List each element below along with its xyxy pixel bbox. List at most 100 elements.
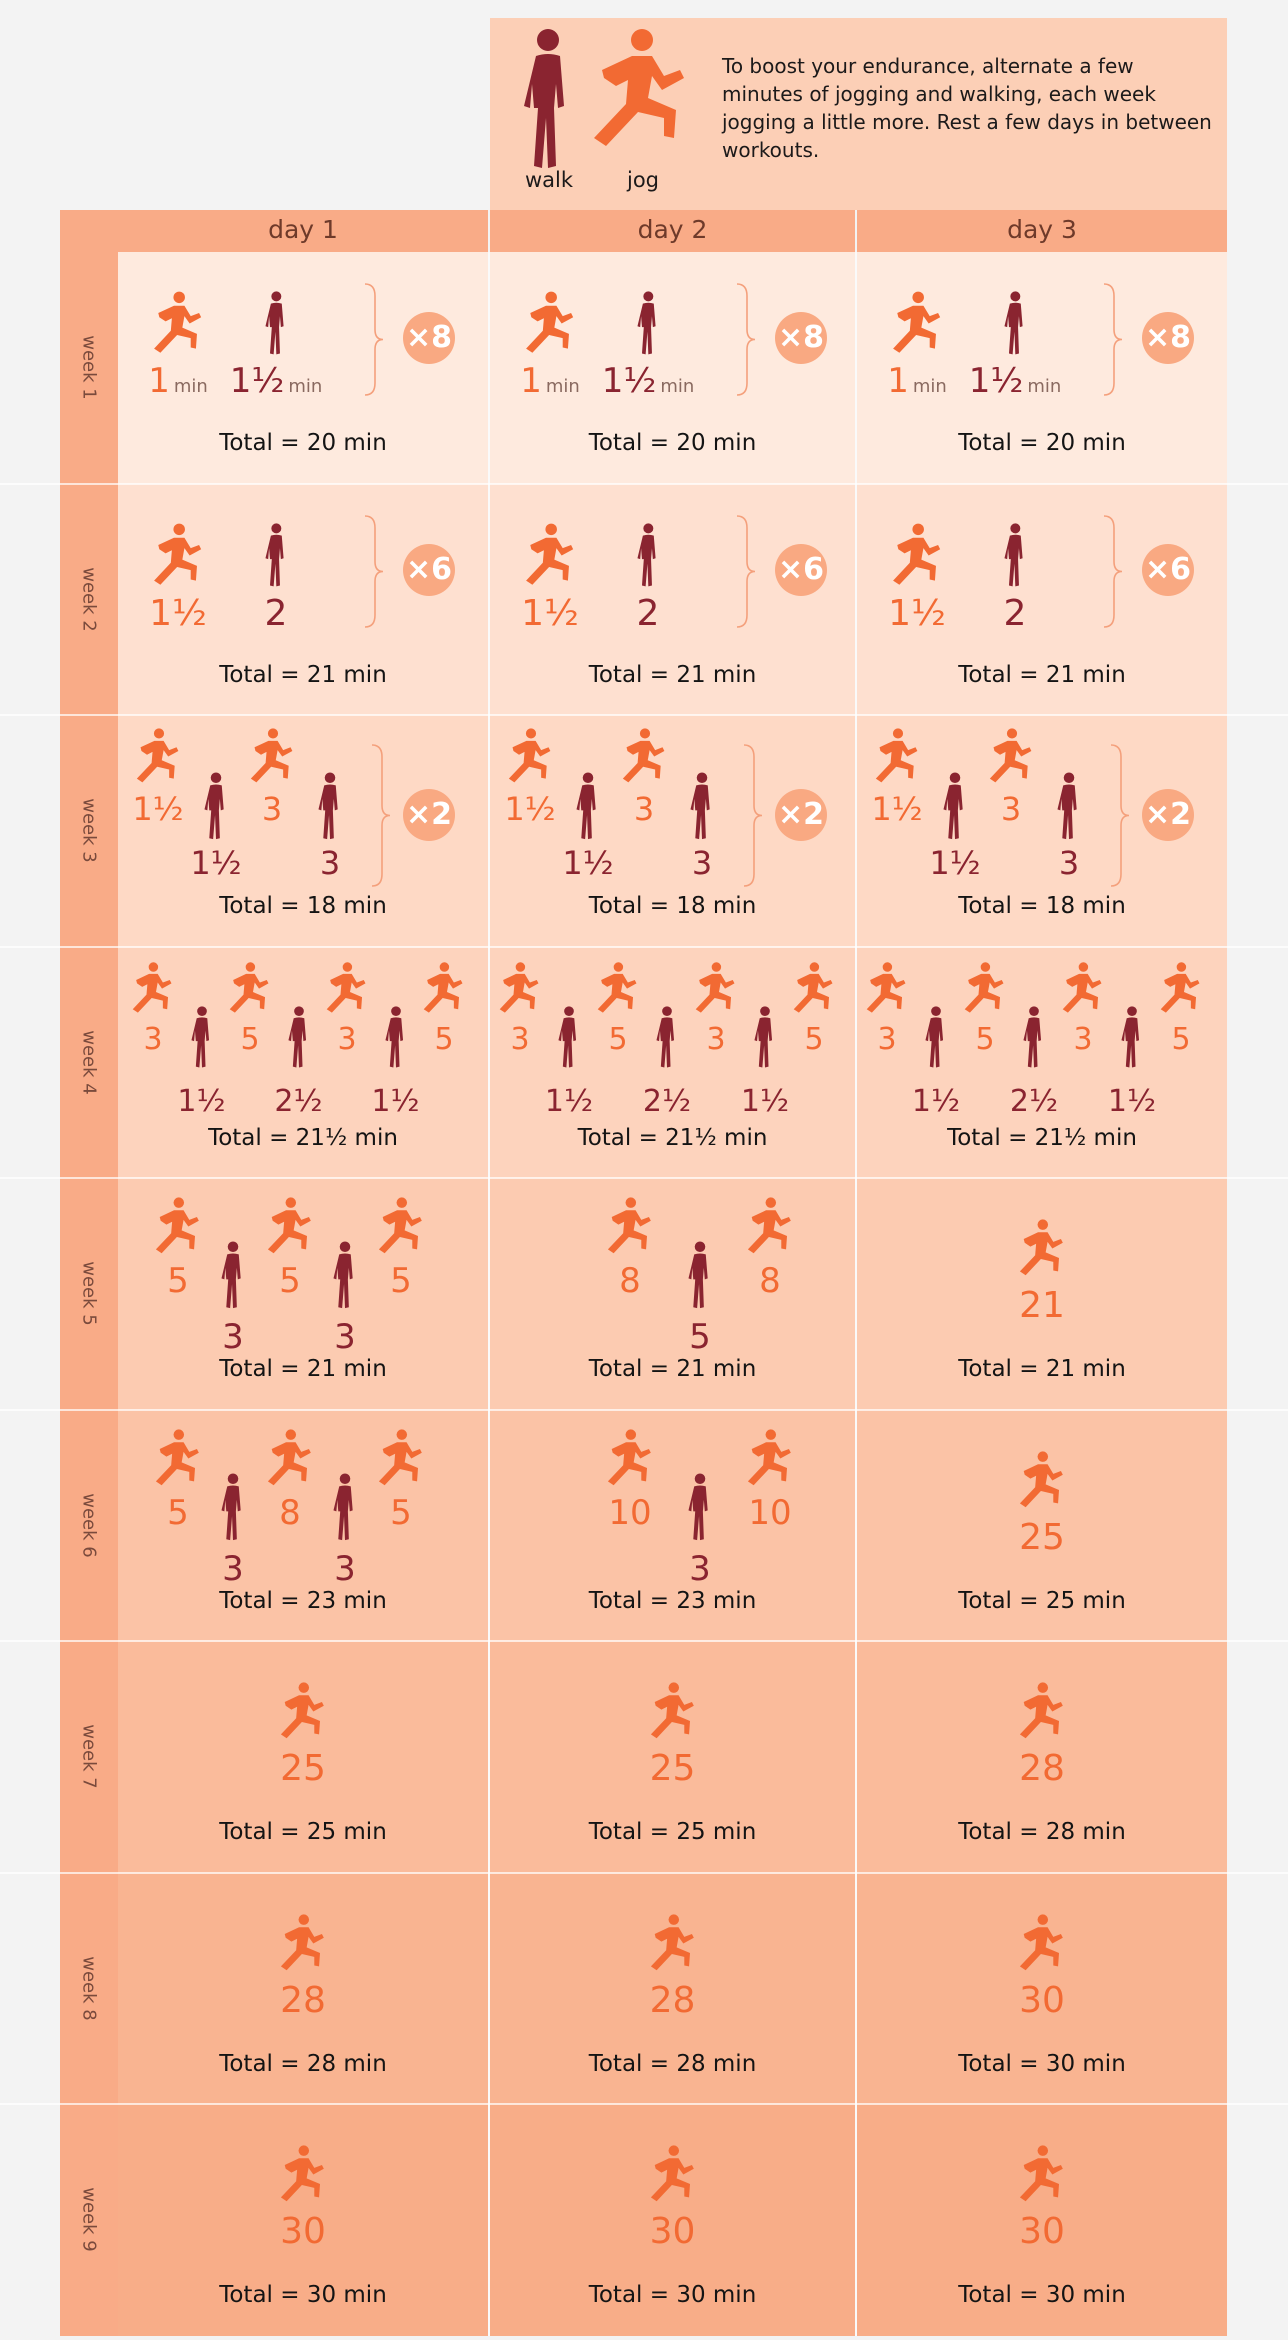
column-divider <box>488 252 490 2336</box>
jog-minutes: 30 <box>280 2211 326 2252</box>
jog-minutes: 25 <box>649 1748 696 1789</box>
week-9-day-2-cell <box>490 2104 855 2336</box>
repeat-badge: ×6 <box>775 543 827 596</box>
jog-figure-icon <box>268 1197 311 1254</box>
jog-figure-icon <box>156 1428 199 1485</box>
week-label-4: week 4 <box>60 947 118 1179</box>
row-divider <box>0 2103 1288 2105</box>
jog-figure-icon <box>989 728 1032 783</box>
jog-minutes: 5 <box>1171 1021 1191 1057</box>
week-label-text: week 7 <box>78 1724 100 1789</box>
jog-figure-icon <box>281 2145 324 2202</box>
jog-figure-icon <box>500 961 539 1013</box>
week-label-3: week 3 <box>60 715 118 947</box>
jog-minutes: 1½ <box>504 790 556 828</box>
walk-figure-icon <box>1004 522 1023 586</box>
walk-minutes: 2½ <box>274 1083 323 1119</box>
walk-figure-icon <box>637 291 656 355</box>
week-label-text: week 3 <box>78 798 100 863</box>
walk-figure-icon <box>576 772 596 840</box>
jog-figure-icon <box>250 728 293 783</box>
minutes-unit: min <box>660 376 695 397</box>
total-label: Total = 30 min <box>219 2282 387 2308</box>
walk-figure-icon <box>333 1472 353 1540</box>
row-divider <box>0 1408 1288 1411</box>
total-label: Total = 21 min <box>588 1356 757 1382</box>
jog-figure-icon <box>153 291 202 353</box>
repeat-brace <box>364 283 384 396</box>
row-divider <box>0 1871 1288 1874</box>
total-label: Total = 21 min <box>958 661 1126 688</box>
week-2-day-2-cell <box>490 483 855 715</box>
week-label-5: week 5 <box>60 1178 118 1410</box>
walk-minutes: 1½ <box>740 1083 790 1119</box>
jog-legend-label: jog <box>627 168 660 192</box>
total-label: Total = 21½ min <box>577 1124 768 1151</box>
repeat-badge: ×8 <box>403 312 455 364</box>
day-header-3: day 3 <box>857 210 1227 252</box>
walk-minutes: 5 <box>689 1317 711 1357</box>
walk-figure-icon <box>688 1472 708 1540</box>
jog-figure-icon <box>136 728 179 783</box>
walk-figure-icon <box>943 772 963 840</box>
total-label: Total = 28 min <box>219 2050 387 2077</box>
week-8-day-3-cell <box>857 1872 1227 2104</box>
jog-figure-icon <box>508 728 551 783</box>
walk-figure-icon <box>287 1005 306 1067</box>
total-label: Total = 25 min <box>958 1587 1126 1614</box>
week-9-day-1-cell <box>118 2104 488 2336</box>
jog-figure-icon <box>965 961 1004 1013</box>
jog-figure-icon <box>696 961 735 1013</box>
total-label: Total = 25 min <box>219 1819 387 1845</box>
jog-figure-icon <box>1020 1219 1063 1276</box>
walk-figure-icon <box>1057 772 1077 840</box>
day-header-2: day 2 <box>490 210 855 252</box>
week-5-day-2-cell <box>490 1178 855 1410</box>
walk-minutes: 2 <box>1003 592 1027 634</box>
walk-figure-icon <box>318 772 338 840</box>
jog-figure-icon <box>153 523 202 585</box>
jog-figure-icon <box>379 1428 422 1485</box>
week-label-8: week 8 <box>60 1873 118 2105</box>
total-label: Total = 23 min <box>588 1587 757 1614</box>
week-label-7: week 7 <box>60 1641 118 1873</box>
jog-figure-icon <box>424 961 463 1013</box>
jog-minutes: 3 <box>706 1021 726 1057</box>
jog-minutes: 1 min <box>148 361 208 401</box>
jog-minutes: 3 <box>337 1021 357 1057</box>
jog-figure-icon <box>892 291 941 353</box>
walk-minutes: 3 <box>334 1548 356 1589</box>
total-label: Total = 21½ min <box>208 1124 398 1151</box>
jog-minutes: 1½ <box>871 790 923 828</box>
jog-figure-icon <box>133 961 172 1013</box>
total-label: Total = 28 min <box>958 1819 1126 1845</box>
jog-minutes: 3 <box>877 1021 897 1057</box>
jog-figure-icon <box>156 1197 199 1254</box>
walk-figure-icon <box>1121 1005 1140 1067</box>
jog-figure-icon <box>608 1197 651 1254</box>
walk-minutes: 2 <box>264 592 288 634</box>
jog-minutes: 28 <box>649 1979 696 2021</box>
jog-minutes: 3 <box>633 790 655 828</box>
total-label: Total = 30 min <box>958 2050 1126 2077</box>
walk-figure-icon <box>190 1005 209 1067</box>
row-divider <box>0 945 1288 948</box>
week-label-6: week 6 <box>60 1410 118 1642</box>
week-4-day-3-cell <box>857 946 1227 1178</box>
walk-minutes: 3 <box>319 844 341 882</box>
week-1-day-3-cell <box>857 252 1227 484</box>
repeat-brace <box>736 283 756 396</box>
jog-minutes: 10 <box>748 1492 792 1533</box>
legend-description: To boost your endurance, alternate a few… <box>722 54 1212 162</box>
jog-minutes: 3 <box>1073 1021 1093 1057</box>
jog-minutes: 5 <box>975 1021 995 1057</box>
walk-minutes: 1½ min <box>229 361 323 401</box>
jog-figure-icon <box>1020 2145 1063 2202</box>
walk-figure-icon <box>558 1005 577 1067</box>
week-2-day-3-cell <box>857 483 1227 715</box>
jog-minutes: 5 <box>167 1492 189 1533</box>
minutes-unit: min <box>173 376 208 397</box>
repeat-badge: ×6 <box>1142 543 1194 596</box>
row-divider <box>0 1177 1288 1179</box>
